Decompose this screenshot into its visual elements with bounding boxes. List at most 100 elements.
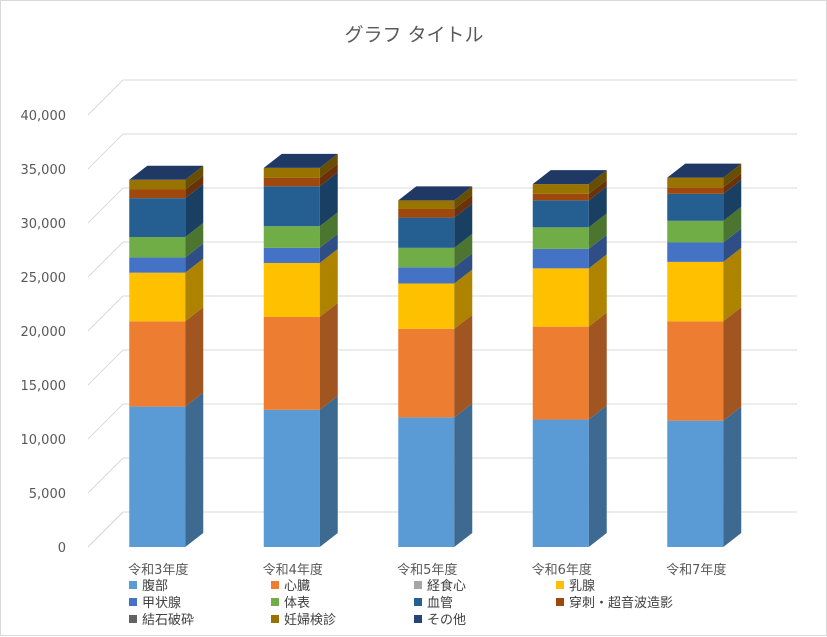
y-tick-label: 30,000: [21, 217, 67, 232]
bar-segment-腹部: [398, 417, 455, 547]
bar-segment-体表: [398, 247, 455, 268]
bar-side-乳腺: [185, 258, 204, 322]
bar-side-心臓: [319, 302, 338, 410]
bar-segment-心臓: [667, 321, 724, 421]
bar-segment-穿刺・超音波造影: [532, 193, 589, 201]
x-axis: 令和3年度 令和4年度 令和5年度 令和6年度 令和7年度: [128, 562, 726, 578]
bar-segment-甲状腺: [129, 257, 186, 273]
bar-segment-血管: [532, 200, 589, 228]
bar-side-心臓: [185, 307, 204, 407]
bar-segment-血管: [263, 186, 320, 227]
bar-segment-穿刺・超音波造影: [129, 189, 186, 199]
legend-swatch: [556, 581, 564, 589]
bar-segment-乳腺: [263, 262, 320, 317]
bar-side-妊婦検診: [723, 163, 742, 188]
bar-segment-妊婦検診: [129, 179, 186, 190]
bar-segment-体表: [667, 220, 724, 243]
legend-swatch: [271, 598, 279, 606]
bar-side-甲状腺: [454, 253, 473, 284]
bar-segment-妊婦検診: [398, 200, 455, 209]
bar-side-乳腺: [723, 247, 742, 322]
y-tick-label: 40,000: [21, 109, 67, 124]
bar-side-乳腺: [588, 254, 607, 327]
bar-side-心臓: [588, 312, 607, 420]
legend-label: その他: [427, 613, 466, 628]
y-tick-label: 0: [58, 541, 66, 556]
bar-segment-体表: [532, 227, 589, 249]
bar-side-穿刺・超音波造影: [185, 175, 204, 199]
legend-label: 甲状腺: [142, 596, 181, 611]
bar-side-甲状腺: [185, 243, 204, 273]
bar-side-体表: [319, 212, 338, 248]
bar-side-穿刺・超音波造影: [319, 163, 338, 187]
legend-item: 乳腺: [556, 579, 595, 594]
bar-segment-甲状腺: [532, 248, 589, 269]
bar-side-体表: [723, 206, 742, 243]
y-tick-label: 35,000: [21, 163, 67, 178]
legend-item: 心臓: [271, 579, 310, 594]
legend-swatch: [271, 615, 279, 623]
legend-label: 結石破砕: [142, 613, 194, 628]
legend-item: 穿刺・超音波造影: [556, 595, 673, 611]
bar-side-穿刺・超音波造影: [723, 173, 742, 194]
bar-side-血管: [319, 172, 338, 227]
bars: [129, 153, 742, 547]
y-tick-label: 25,000: [21, 271, 67, 286]
bar-segment-血管: [129, 198, 186, 238]
bar-side-血管: [454, 203, 473, 248]
bar-segment-乳腺: [532, 268, 589, 327]
bar-segment-心臓: [398, 328, 455, 418]
bar-segment-腹部: [532, 419, 589, 547]
bar-segment-血管: [667, 193, 724, 221]
y-tick-label: 20,000: [21, 325, 67, 340]
chart-title: グラフ タイトル: [344, 24, 483, 46]
bar-side-腹部: [723, 406, 742, 547]
bar-segment-穿刺・超音波造影: [398, 208, 455, 218]
bar-side-腹部: [319, 395, 338, 547]
bar-side-妊婦検診: [454, 186, 473, 209]
bar-top: [263, 153, 338, 168]
bar-side-妊婦検診: [319, 153, 338, 178]
bar-segment-腹部: [129, 406, 186, 547]
bar-side-腹部: [588, 405, 607, 547]
bar-side-血管: [723, 179, 742, 221]
x-tick-label: 令和7年度: [666, 562, 726, 578]
bar-side-穿刺・超音波造影: [588, 179, 607, 201]
bar-top: [667, 163, 742, 178]
bar-segment-腹部: [667, 420, 724, 547]
bar-segment-体表: [129, 237, 186, 258]
legend-swatch: [556, 598, 564, 606]
bar-side-妊婦検診: [588, 170, 607, 194]
legend-label: 穿刺・超音波造影: [569, 595, 673, 611]
bar-segment-甲状腺: [667, 242, 724, 262]
legend-label: 妊婦検診: [284, 612, 336, 628]
bar-segment-乳腺: [667, 261, 724, 322]
bar-side-甲状腺: [723, 228, 742, 262]
bar-side-腹部: [185, 392, 204, 547]
legend-label: 血管: [427, 596, 453, 611]
legend-item: 妊婦検診: [271, 612, 336, 628]
bar-side-血管: [185, 184, 204, 238]
bar-stack: [667, 163, 742, 547]
legend-swatch: [129, 598, 137, 606]
bar-segment-穿刺・超音波造影: [263, 177, 320, 187]
x-tick-label: 令和3年度: [128, 562, 188, 578]
bar-segment-妊婦検診: [263, 167, 320, 178]
bar-stack: [398, 186, 473, 547]
legend-item: 血管: [414, 596, 453, 611]
legend-label: 乳腺: [569, 579, 595, 594]
x-tick-label: 令和6年度: [532, 562, 592, 578]
legend-swatch: [414, 615, 422, 623]
bar-segment-甲状腺: [263, 247, 320, 263]
bar-side-体表: [185, 223, 204, 258]
bar-stack: [263, 153, 338, 547]
bar-side-乳腺: [319, 248, 338, 317]
bar-segment-穿刺・超音波造影: [667, 187, 724, 194]
legend-swatch: [414, 581, 422, 589]
bar-segment-妊婦検診: [532, 184, 589, 194]
legend-swatch: [129, 615, 137, 623]
bar-segment-乳腺: [398, 283, 455, 329]
y-tick-label: 15,000: [21, 379, 67, 394]
